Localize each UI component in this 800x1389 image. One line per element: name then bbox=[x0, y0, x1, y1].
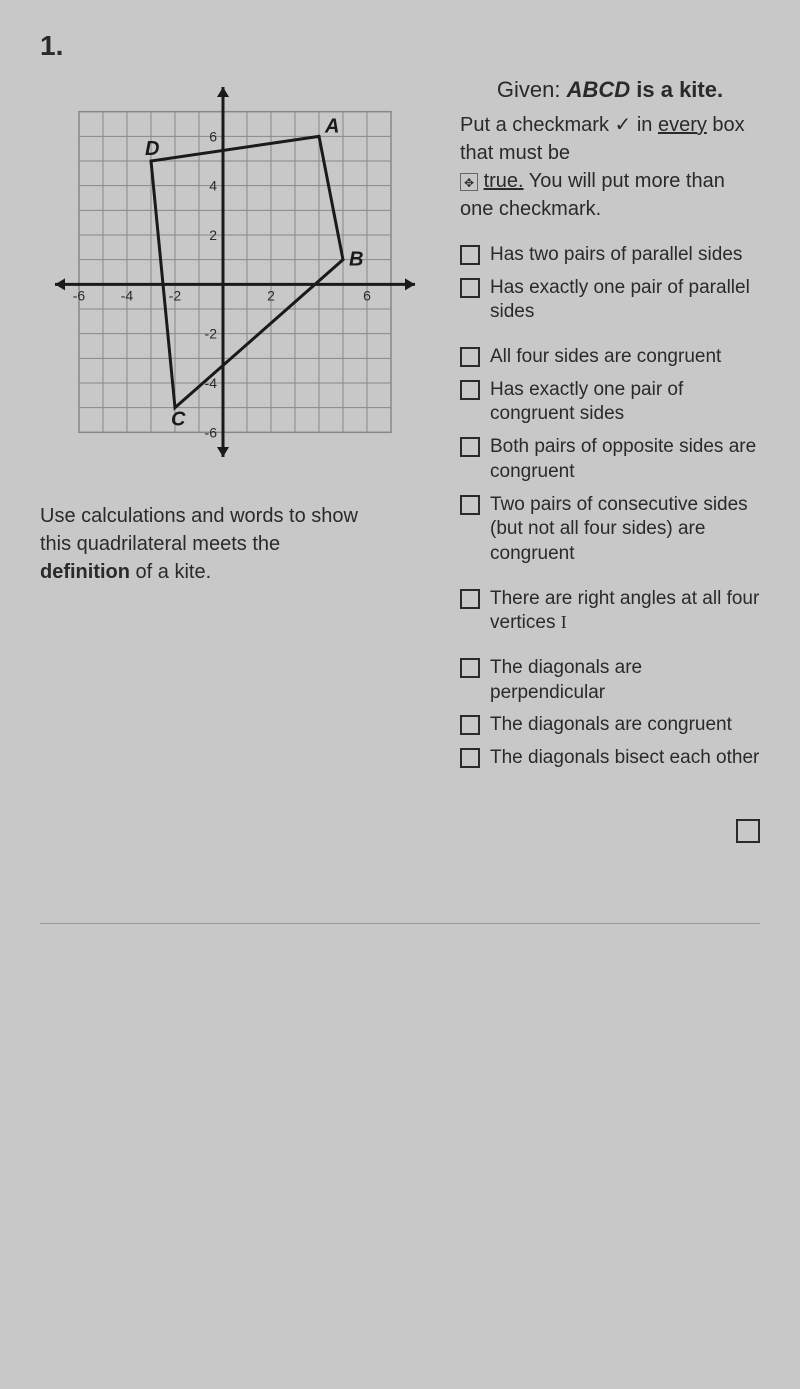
calculation-instructions: Use calculations and words to show this … bbox=[40, 502, 430, 586]
divider bbox=[40, 923, 760, 924]
svg-text:A: A bbox=[324, 115, 339, 137]
checkbox-label-line2: (but not all four sides) are congruent bbox=[490, 518, 705, 564]
end-box bbox=[736, 819, 760, 843]
checkbox-label: Has two pairs of parallel sides bbox=[490, 243, 742, 268]
checkbox[interactable] bbox=[460, 715, 480, 735]
svg-text:D: D bbox=[145, 138, 159, 160]
checkbox-item: Has two pairs of parallel sides bbox=[460, 243, 760, 268]
svg-text:6: 6 bbox=[363, 287, 371, 303]
checkbox-item: Both pairs of opposite sides are congrue… bbox=[460, 435, 760, 484]
checkbox-item: There are right angles at all four verti… bbox=[460, 587, 760, 636]
svg-text:C: C bbox=[171, 409, 186, 431]
instr-1b: every bbox=[658, 114, 707, 136]
svg-text:2: 2 bbox=[267, 287, 275, 303]
checkbox[interactable] bbox=[460, 347, 480, 367]
checkbox-label: All four sides are congruent bbox=[490, 345, 721, 370]
instr-1a: Put a checkmark ✓ in bbox=[460, 114, 658, 136]
calc-line-3-suffix: of a kite. bbox=[130, 561, 211, 583]
checkbox[interactable] bbox=[460, 748, 480, 768]
svg-text:-6: -6 bbox=[73, 287, 86, 303]
given-statement: ABCD bbox=[567, 77, 631, 102]
svg-text:4: 4 bbox=[209, 178, 217, 194]
svg-text:-4: -4 bbox=[121, 287, 134, 303]
svg-text:2: 2 bbox=[209, 227, 217, 243]
calc-line-3: definition of a kite. bbox=[40, 558, 430, 586]
given-suffix: is a kite. bbox=[630, 77, 723, 102]
checkbox-item: The diagonals are perpendicular bbox=[460, 656, 760, 705]
given-title: Given: ABCD is a kite. bbox=[460, 77, 760, 103]
checkbox-label: There are right angles at all four verti… bbox=[490, 587, 760, 636]
checkbox[interactable] bbox=[460, 658, 480, 678]
checkbox-label: The diagonals are congruent bbox=[490, 713, 732, 738]
given-label: Given: bbox=[497, 77, 561, 102]
checkbox-item: Has exactly one pair of congruent sides bbox=[460, 378, 760, 427]
svg-text:B: B bbox=[349, 249, 363, 271]
cursor-icon bbox=[460, 173, 478, 191]
svg-text:-2: -2 bbox=[169, 287, 182, 303]
checkbox-label: Two pairs of consecutive sides (but not … bbox=[490, 493, 760, 567]
checkbox-label-line1: Two pairs of consecutive sides bbox=[490, 494, 748, 515]
text-section: Given: ABCD is a kite. Put a checkmark ✓… bbox=[460, 72, 760, 843]
checkbox[interactable] bbox=[460, 245, 480, 265]
svg-text:6: 6 bbox=[209, 128, 217, 144]
calc-line-1: Use calculations and words to show bbox=[40, 502, 430, 530]
graph-section: -6-4-226-6-4-2246ABCD Use calculations a… bbox=[40, 72, 430, 843]
coordinate-graph: -6-4-226-6-4-2246ABCD bbox=[40, 72, 430, 472]
checkbox-item: Has exactly one pair of parallel sides bbox=[460, 276, 760, 325]
checkbox[interactable] bbox=[460, 495, 480, 515]
checkbox-item: All four sides are congruent bbox=[460, 345, 760, 370]
checkbox-label: The diagonals are perpendicular bbox=[490, 656, 760, 705]
checkbox-list: Has two pairs of parallel sides Has exac… bbox=[460, 243, 760, 771]
calc-line-2: this quadrilateral meets the bbox=[40, 530, 430, 558]
instructions: Put a checkmark ✓ in every box that must… bbox=[460, 111, 760, 223]
checkbox-label: Both pairs of opposite sides are congrue… bbox=[490, 435, 760, 484]
instr-2a: true. bbox=[484, 170, 524, 192]
checkbox[interactable] bbox=[460, 437, 480, 457]
checkbox[interactable] bbox=[460, 380, 480, 400]
checkbox-item: The diagonals bisect each other bbox=[460, 746, 760, 771]
checkbox-item: Two pairs of consecutive sides (but not … bbox=[460, 493, 760, 567]
checkbox-label: Has exactly one pair of parallel sides bbox=[490, 276, 760, 325]
checkbox-label: The diagonals bisect each other bbox=[490, 746, 759, 771]
cursor-ibeam-icon: I bbox=[561, 612, 567, 632]
checkbox-label-text: There are right angles at all four verti… bbox=[490, 588, 759, 634]
checkbox[interactable] bbox=[460, 589, 480, 609]
content-row: -6-4-226-6-4-2246ABCD Use calculations a… bbox=[40, 72, 760, 843]
problem-number: 1. bbox=[40, 30, 760, 62]
checkbox-label: Has exactly one pair of congruent sides bbox=[490, 378, 760, 427]
svg-text:-2: -2 bbox=[205, 326, 218, 342]
checkbox-item: The diagonals are congruent bbox=[460, 713, 760, 738]
calc-definition-word: definition bbox=[40, 561, 130, 583]
svg-text:-6: -6 bbox=[205, 424, 218, 440]
checkbox[interactable] bbox=[460, 278, 480, 298]
